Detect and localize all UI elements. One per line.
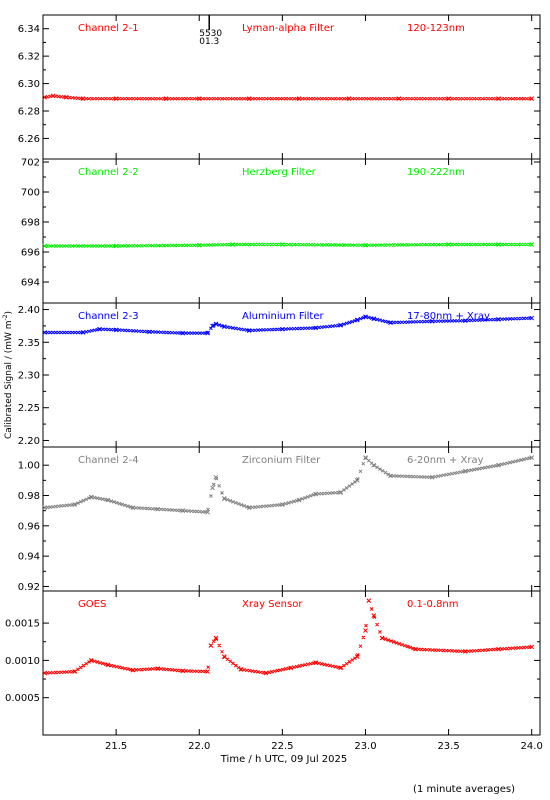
panel-label: Aluminium Filter — [242, 311, 325, 322]
y-tick-label: 694 — [21, 278, 40, 289]
y-tick-label: 0.96 — [18, 521, 40, 532]
panel-frame — [42, 590, 541, 736]
y-tick-label: 696 — [21, 248, 40, 259]
series — [42, 314, 535, 336]
panel-label: 120-123nm — [407, 23, 465, 34]
panel-label: Channel 2-2 — [78, 167, 139, 178]
y-tick-label: 6.34 — [18, 24, 40, 35]
series — [42, 598, 535, 676]
y-tick-label: 2.30 — [18, 371, 40, 382]
panel-3: 2.20 2.25 2.30 2.35 2.40 Channel 2-3 Aluminium… — [18, 302, 541, 448]
x-tick-label: 22.5 — [271, 741, 293, 752]
y-tick-label: 6.26 — [18, 134, 40, 145]
x-axis: 21.5 22.0 22.5 23.0 23.5 24.0 — [105, 741, 543, 752]
panel-frame — [42, 14, 541, 160]
panel-1: 6.26 6.28 6.30 6.32 6.34 Channel 2-1 Lyman-alp… — [18, 14, 541, 160]
x-tick-label: 23.5 — [437, 741, 459, 752]
panel-label: 0.1-0.8nm — [407, 599, 459, 610]
y-tick-label: 2.35 — [18, 338, 40, 349]
data-trace — [42, 598, 532, 675]
x-tick-label: 21.5 — [105, 741, 127, 752]
panel-frame — [42, 158, 541, 304]
panel-label: 6-20nm + Xray — [407, 455, 484, 466]
data-trace — [42, 242, 532, 248]
y-tick-label: 6.30 — [18, 79, 40, 90]
panel-label: 190-222nm — [407, 167, 465, 178]
footnote: (1 minute averages) — [413, 784, 515, 795]
y-axis-label-sup: -2 — [2, 314, 9, 320]
data-point — [363, 628, 368, 633]
y-tick-label: 0.0015 — [5, 619, 40, 630]
y-tick-label: 0.0010 — [5, 656, 40, 667]
event-marker-label: 5530 — [199, 29, 222, 39]
panel-label: Channel 2-4 — [78, 455, 139, 466]
panel-5: 0.0005 0.0010 0.0015 GOES Xray Sensor 0.1-0.8… — [5, 590, 541, 736]
panel-label: Xray Sensor — [242, 599, 303, 610]
y-axis-label: Calibrated Signal / (mW m-2) — [2, 311, 14, 439]
y-tick-label: 1.00 — [18, 461, 40, 472]
y-axis-label-end: ) — [4, 311, 14, 315]
y-tick-label: 702 — [21, 158, 40, 169]
y-tick-label: 2.25 — [18, 403, 40, 414]
y-tick-label: 6.28 — [18, 107, 40, 118]
y-tick-label: 0.92 — [18, 582, 40, 593]
data-point — [210, 485, 215, 491]
y-tick-label: 2.40 — [18, 305, 40, 316]
panel-label: Channel 2-3 — [78, 311, 139, 322]
panel-label: Lyman-alpha Filter — [242, 23, 335, 34]
y-tick-label: 0.98 — [18, 491, 40, 502]
series — [42, 242, 535, 249]
y-axis-label-text: Calibrated Signal / (mW m — [4, 320, 14, 439]
panel-label: Channel 2-1 — [78, 23, 139, 34]
series — [42, 93, 535, 102]
panels: 6.26 6.28 6.30 6.32 6.34 Channel 2-1 Lyman-alp… — [5, 14, 541, 736]
panel-label: GOES — [78, 599, 106, 610]
y-tick-label: 0.94 — [18, 552, 40, 563]
data-trace — [42, 315, 532, 335]
x-tick-label: 23.0 — [354, 741, 376, 752]
y-tick-label: 2.20 — [18, 436, 40, 447]
data-trace — [42, 456, 532, 514]
panel-4: 0.92 0.94 0.96 0.98 1.00 Channel 2-4 Zirconium… — [18, 446, 541, 593]
x-tick-label: 22.0 — [188, 741, 210, 752]
panel-label: Herzberg Filter — [242, 167, 317, 178]
series — [42, 455, 535, 515]
panel-2: 694 696 698 700 702 Channel 2-2 Herzberg Filte… — [21, 158, 541, 304]
panel-frame — [42, 302, 541, 448]
panel-label: 17-80nm + Xray — [407, 311, 490, 322]
data-trace — [42, 94, 532, 101]
y-tick-label: 700 — [21, 188, 40, 199]
event-marker-label: 01.3 — [199, 37, 219, 47]
y-tick-label: 698 — [21, 218, 40, 229]
panel-label: Zirconium Filter — [242, 455, 321, 466]
panel-frame — [42, 446, 541, 592]
data-point — [213, 474, 219, 480]
x-tick-label: 24.0 — [521, 741, 543, 752]
y-tick-label: 0.0005 — [5, 693, 40, 704]
x-axis-label: Time / h UTC, 09 Jul 2025 — [220, 754, 348, 765]
y-tick-label: 6.32 — [18, 52, 40, 63]
